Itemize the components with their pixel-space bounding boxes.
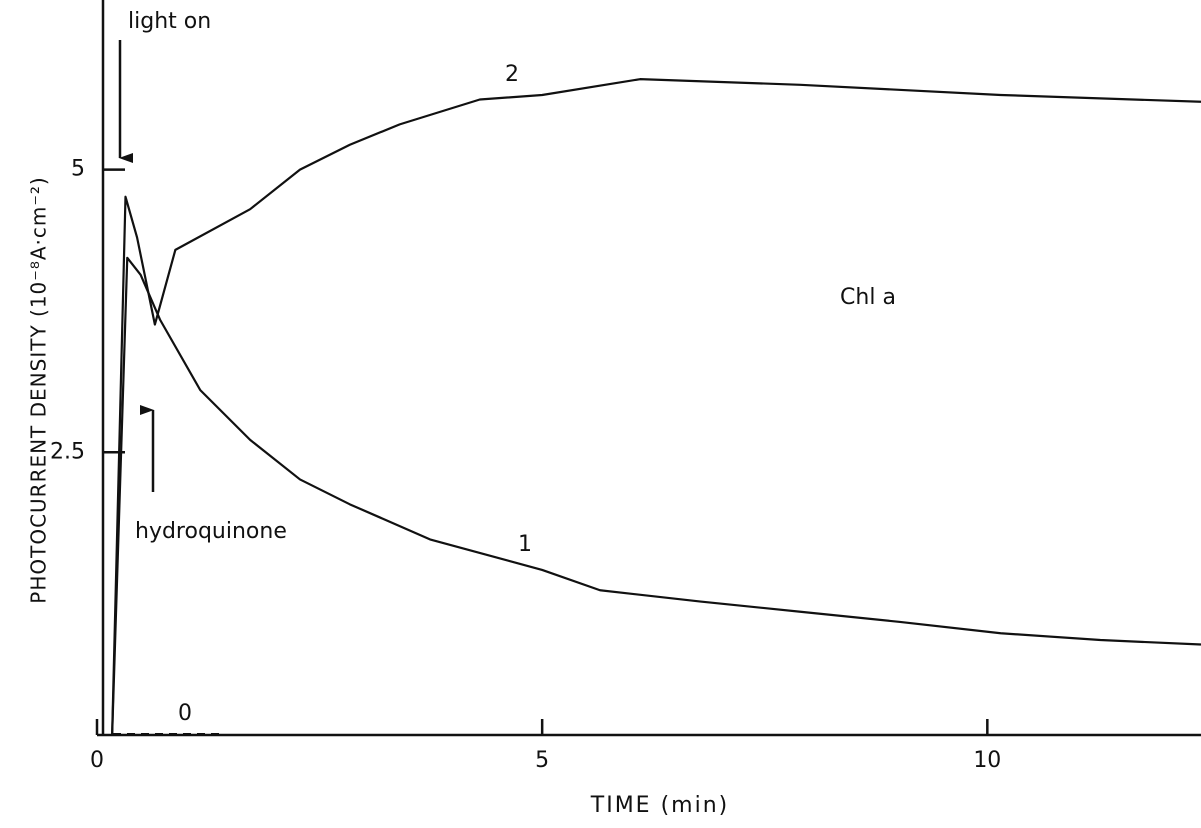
y-tick-label: 2.5 xyxy=(50,439,85,464)
annotation: Chl a xyxy=(840,285,896,310)
y-tick-label: 5 xyxy=(71,157,85,182)
x-tick-label: 0 xyxy=(90,748,104,773)
y-axis-label: PHOTOCURRENT DENSITY (10⁻⁸A·cm⁻²) xyxy=(27,176,51,603)
x-tick-label: 10 xyxy=(973,748,1001,773)
data-line xyxy=(111,256,1201,736)
x-axis-label: TIME (min) xyxy=(590,793,729,818)
series-label: 2 xyxy=(505,62,519,87)
annotation: 0 xyxy=(178,701,192,726)
x-tick-label: 5 xyxy=(535,748,549,773)
annotation: hydroquinone xyxy=(135,519,287,544)
series-label: 1 xyxy=(518,532,532,557)
annotation: light on xyxy=(128,9,211,34)
data-line xyxy=(111,78,1201,736)
